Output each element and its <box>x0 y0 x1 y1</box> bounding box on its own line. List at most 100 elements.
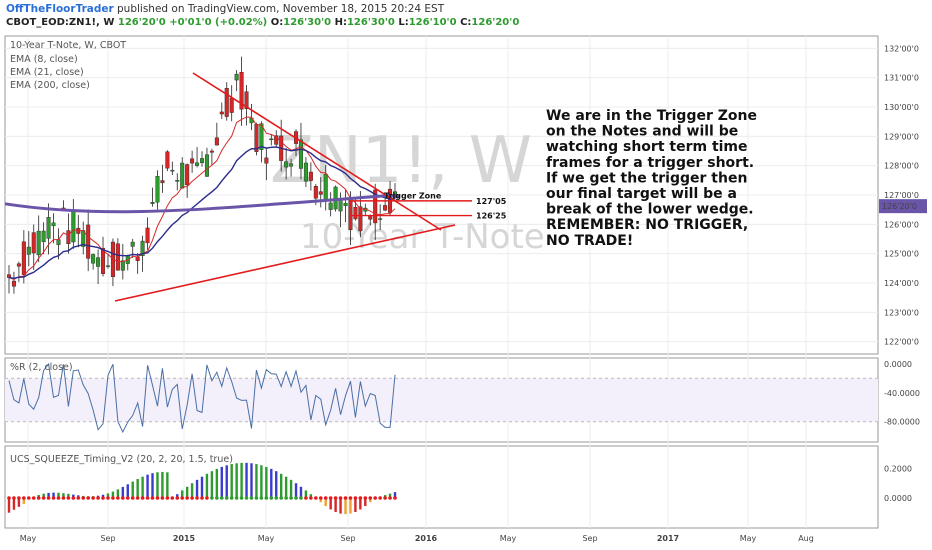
annotation-line: REMEMBER: NO TRIGGER, <box>546 217 748 233</box>
price-tick-label: 124'00'0 <box>884 279 919 288</box>
time-tick-label: 2017 <box>657 534 679 543</box>
squeeze-bar <box>17 498 21 507</box>
squeeze-bar <box>388 493 392 498</box>
squeeze-dot <box>284 496 288 500</box>
candle-body <box>348 198 353 231</box>
candle-body <box>170 169 175 172</box>
candle-body <box>180 162 185 189</box>
time-tick-label: Sep <box>340 534 355 543</box>
candle-body <box>175 180 180 182</box>
candle-body <box>373 189 378 224</box>
squeeze-dot <box>190 496 194 500</box>
wr-tick-label: -80.0000 <box>884 418 920 427</box>
squeeze-bar <box>220 466 223 498</box>
squeeze-bar <box>230 464 233 498</box>
squeeze-bar <box>354 498 357 512</box>
squeeze-bar <box>265 466 268 498</box>
squeeze-dot <box>26 496 31 500</box>
squeeze-bar <box>364 498 367 507</box>
wr-tick-label: 0.0000 <box>884 360 912 369</box>
candle-body <box>66 230 71 245</box>
squeeze-bar <box>156 472 159 498</box>
time-tick-label: Sep <box>100 534 115 543</box>
squeeze-bar <box>185 486 189 498</box>
squeeze-dot <box>101 496 105 500</box>
main-chart-title: 10-Year T-Note, W, CBOT <box>10 40 126 51</box>
squeeze-dot <box>229 496 234 500</box>
candle-body <box>155 176 160 203</box>
candle-body <box>204 154 209 177</box>
squeeze-panel: 0.2000 0.0000 <box>7 462 912 515</box>
squeeze-bar <box>319 498 322 503</box>
squeeze-bar <box>393 492 397 498</box>
trend-lines[interactable] <box>114 72 456 302</box>
candle-body <box>313 186 318 199</box>
annotation-line: on the Notes and will be <box>546 124 738 140</box>
publish-line: OffTheFloorTrader published on TradingVi… <box>6 3 444 15</box>
price-change: +0'01'0 (+0.02%) <box>169 17 268 28</box>
squeeze-panel-title: UCS_SQUEEZE_Timing_V2 (20, 2, 20, 1.5, t… <box>10 454 233 465</box>
watermark-symbol: ZN1!, W <box>270 124 532 198</box>
close-value: 126'20'0 <box>471 17 520 28</box>
squeeze-dot <box>111 496 115 500</box>
candle-body <box>185 164 190 186</box>
candle-body <box>289 163 294 167</box>
squeeze-dot <box>274 496 279 500</box>
squeeze-dot <box>51 496 56 500</box>
low-label: L: <box>398 17 409 28</box>
price-axis[interactable]: 132'00'0 131'00'0 130'00'0 129'00'0 128'00'0… <box>879 44 927 347</box>
candle-body <box>190 158 195 164</box>
squeeze-dot <box>46 496 51 500</box>
time-axis[interactable]: May Sep 2015 May Sep 2016 May Sep 2017 May Aug <box>20 534 814 543</box>
candle-body <box>343 203 348 207</box>
squeeze-dot <box>170 496 175 500</box>
squeeze-dot <box>41 496 46 500</box>
price-tick-label: 132'00'0 <box>884 44 919 53</box>
squeeze-dot <box>165 496 170 500</box>
open-value: 126'30'0 <box>283 17 332 28</box>
squeeze-dot <box>91 496 95 500</box>
candle-body <box>11 280 16 287</box>
candle-body <box>308 171 313 181</box>
squeeze-bar <box>62 493 65 498</box>
author-link[interactable]: OffTheFloorTrader <box>6 3 114 15</box>
squeeze-dot <box>22 496 26 500</box>
candle-body <box>26 246 31 255</box>
candle-body <box>239 71 244 110</box>
squeeze-dot <box>224 496 229 500</box>
squeeze-bar <box>329 498 332 510</box>
candle-body <box>264 157 269 164</box>
annotation-line: our final target will be a <box>546 186 737 202</box>
squeeze-dot <box>328 496 333 500</box>
squeeze-bar <box>57 492 60 498</box>
squeeze-dot <box>299 496 303 500</box>
annotation-line: If we get the trigger then <box>546 170 747 186</box>
squeeze-bar <box>339 498 342 514</box>
squeeze-bar <box>136 479 139 498</box>
squeeze-bar <box>126 484 129 498</box>
squeeze-dot <box>378 496 382 500</box>
squeeze-bar <box>225 465 228 498</box>
level-label: 127'05 <box>476 197 507 206</box>
wr-panel-title: %R (2, close) <box>10 362 73 373</box>
close-label: C: <box>460 17 472 28</box>
candle-body <box>298 139 303 169</box>
squeeze-dot <box>106 496 110 500</box>
squeeze-dot <box>333 496 338 500</box>
quote-line: CBOT_EOD:ZN1!, W 126'20'0 +0'01'0 (+0.02… <box>6 17 519 28</box>
squeeze-dot <box>219 496 224 500</box>
candle-body <box>199 158 204 164</box>
candle-body <box>120 260 125 271</box>
squeeze-dot <box>36 496 41 500</box>
squeeze-dot <box>160 496 165 500</box>
squeeze-dot <box>269 496 274 500</box>
squeeze-dot <box>145 496 150 500</box>
squeeze-dot <box>125 496 130 500</box>
squeeze-bar <box>151 473 154 498</box>
candle-body <box>234 73 239 81</box>
level-lines[interactable]: 127'05 126'25 Trigger Zone <box>350 191 507 221</box>
squeeze-bar <box>161 471 164 498</box>
squeeze-dot <box>180 496 185 500</box>
squeeze-dot <box>264 496 269 500</box>
